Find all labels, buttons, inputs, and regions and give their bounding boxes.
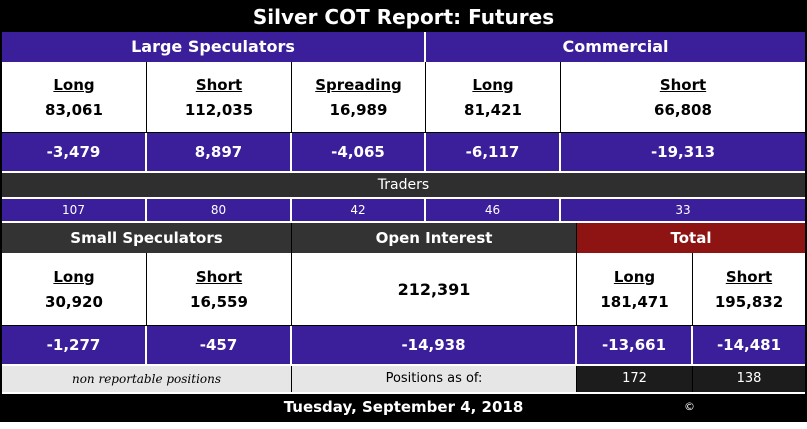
- report-title: Silver COT Report: Futures: [2, 2, 805, 32]
- value-large-spec-spreading: 16,989: [329, 100, 388, 119]
- change-total-long: -13,661: [577, 326, 693, 364]
- change-small-spec-long: -1,277: [2, 326, 147, 364]
- section-header-row: Small Speculators Open Interest Total: [2, 221, 805, 253]
- footer-bar: Tuesday, September 4, 2018 ©: [2, 392, 805, 420]
- value-total-short: 195,832: [714, 292, 784, 311]
- value-total-long: 181,471: [600, 292, 669, 311]
- value-large-spec-long: 83,061: [45, 100, 103, 119]
- footer-date: Tuesday, September 4, 2018: [283, 398, 524, 416]
- change-small-spec-short: -457: [147, 326, 292, 364]
- change-large-spec-long: -3,479: [2, 133, 147, 171]
- change-large-spec-short: 8,897: [147, 133, 292, 171]
- column-header-large-spec-short: Short: [195, 75, 243, 94]
- column-header-small-spec-short: Short: [195, 267, 243, 286]
- column-header-large-spec-spreading: Spreading: [315, 75, 402, 94]
- trader-count-total-short: 138: [693, 366, 805, 392]
- change-large-spec-spreading: -4,065: [292, 133, 426, 171]
- group-header-large-speculators: Large Speculators: [2, 32, 426, 62]
- section-header-total: Total: [577, 223, 805, 253]
- cell-large-spec-short: Short 112,035: [147, 62, 292, 132]
- value-small-spec-long: 30,920: [45, 292, 103, 311]
- cell-total-long: Long 181,471: [577, 253, 693, 325]
- trader-count-commercial-long: 46: [426, 199, 561, 221]
- column-header-commercial-short: Short: [659, 75, 707, 94]
- cell-large-spec-spreading: Spreading 16,989: [292, 62, 426, 132]
- footnote-row: non reportable positions Positions as of…: [2, 364, 805, 392]
- traders-label: Traders: [377, 177, 430, 193]
- column-header-large-spec-long: Long: [53, 75, 95, 94]
- positions-as-of-label: Positions as of:: [292, 366, 577, 392]
- group-header-row: Large Speculators Commercial: [2, 32, 805, 62]
- cell-small-spec-long: Long 30,920: [2, 253, 147, 325]
- non-reportable-label: non reportable positions: [2, 366, 292, 392]
- value-commercial-short: 66,808: [654, 100, 712, 119]
- change-commercial-long: -6,117: [426, 133, 561, 171]
- bottom-values-row: Long 30,920 Short 16,559 212,391 Long 18…: [2, 253, 805, 325]
- column-header-small-spec-long: Long: [53, 267, 95, 286]
- cell-commercial-long: Long 81,421: [426, 62, 561, 132]
- column-header-total-long: Long: [613, 267, 656, 286]
- cell-small-spec-short: Short 16,559: [147, 253, 292, 325]
- change-commercial-short: -19,313: [561, 133, 805, 171]
- open-interest-value: 212,391: [292, 253, 577, 325]
- cell-total-short: Short 195,832: [693, 253, 805, 325]
- copyright-symbol: ©: [684, 400, 695, 413]
- section-header-small-speculators: Small Speculators: [2, 223, 292, 253]
- change-total-short: -14,481: [693, 326, 805, 364]
- bottom-changes-row: -1,277 -457 -14,938 -13,661 -14,481: [2, 325, 805, 364]
- trader-count-large-spec-short: 80: [147, 199, 292, 221]
- top-values-row: Long 83,061 Short 112,035 Spreading 16,9…: [2, 62, 805, 132]
- trader-count-large-spec-long: 107: [2, 199, 147, 221]
- column-header-total-short: Short: [725, 267, 773, 286]
- value-small-spec-short: 16,559: [190, 292, 248, 311]
- section-header-open-interest: Open Interest: [292, 223, 577, 253]
- trader-count-large-spec-spreading: 42: [292, 199, 426, 221]
- value-large-spec-short: 112,035: [184, 100, 254, 119]
- trader-count-total-long: 172: [577, 366, 693, 392]
- cell-large-spec-long: Long 83,061: [2, 62, 147, 132]
- traders-bar: Traders: [2, 171, 805, 199]
- trader-counts-row: 107 80 42 46 33: [2, 199, 805, 221]
- change-open-interest: -14,938: [292, 326, 577, 364]
- column-header-commercial-long: Long: [472, 75, 514, 94]
- group-header-commercial: Commercial: [426, 32, 805, 62]
- trader-count-commercial-short: 33: [561, 199, 805, 221]
- cell-commercial-short: Short 66,808: [561, 62, 805, 132]
- value-commercial-long: 81,421: [464, 100, 522, 119]
- top-changes-row: -3,479 8,897 -4,065 -6,117 -19,313: [2, 132, 805, 171]
